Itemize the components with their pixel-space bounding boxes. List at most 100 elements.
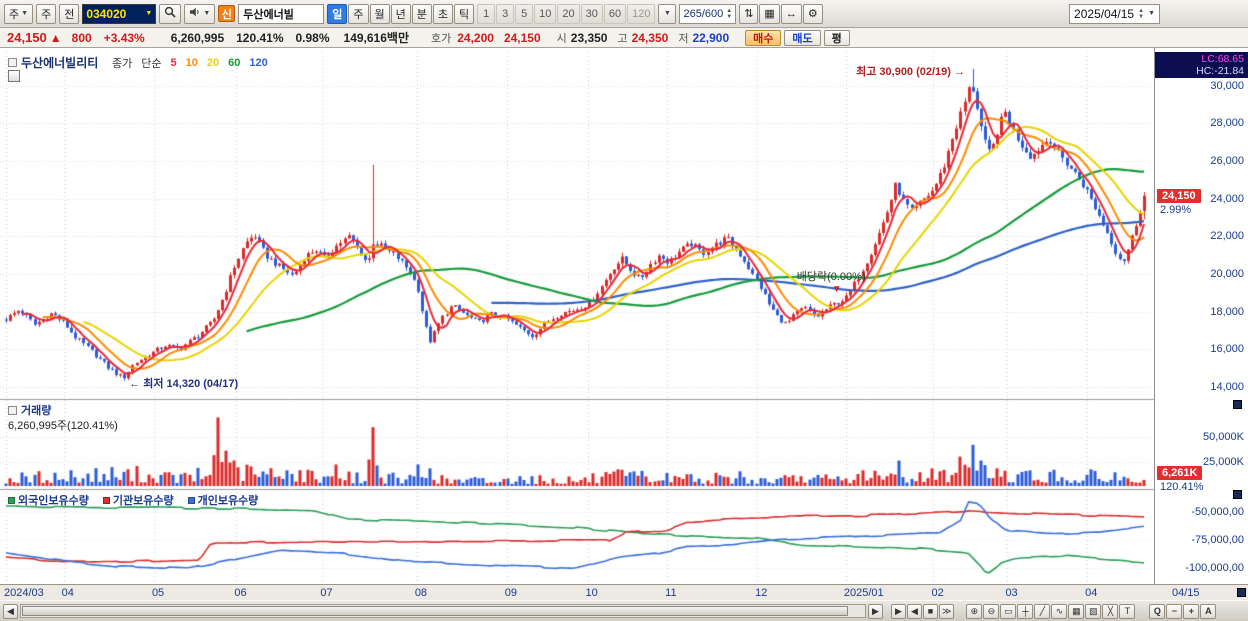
period-tab-주[interactable]: 주 [348,3,369,24]
month-label-05: 05 [151,587,165,599]
month-label-12: 12 [755,587,768,599]
alert-sound-button[interactable]: ▼ [184,3,216,24]
low-label: 저 [678,32,689,45]
grid-tool-icon[interactable]: ▦ [1068,603,1085,619]
month-label-03: 03 [1005,587,1018,599]
pane-icon[interactable] [8,405,17,415]
chevron-down-icon: ▼ [664,10,671,17]
stock-code-input[interactable]: 034020 ▼ [82,3,157,24]
interval-button-30[interactable]: 30 [580,3,603,24]
scroll-left-button[interactable]: ◀ [3,603,18,619]
period-tab-분[interactable]: 분 [411,3,432,24]
chart-settings-icon[interactable]: ⚙ [802,3,823,24]
spinner-icon[interactable]: ▲ ▼ [726,7,733,20]
holdings-pane-menu-button[interactable] [1233,490,1242,499]
open-price: 23,350 [570,30,608,45]
play-forward-button[interactable]: ▶ [891,603,906,619]
interval-button-5[interactable]: 5 [515,3,534,24]
low-price: 22,900 [692,30,730,45]
time-axis-menu-button[interactable] [1237,588,1246,597]
scroll-right-button[interactable]: ▶ [868,603,883,619]
interval-button-60[interactable]: 60 [603,3,627,24]
period-tab-일[interactable]: 일 [327,3,348,24]
buy-button[interactable]: 매수 [745,29,782,46]
interval-button-120[interactable]: 120 [627,3,656,24]
period-tab-년[interactable]: 년 [390,3,411,24]
zoom-minus-button[interactable]: − [1166,603,1183,619]
spinner-icon[interactable]: ▲ ▼ [1138,7,1145,20]
erase-tool-icon[interactable]: ╳ [1102,603,1119,619]
price-change: 800 [71,30,92,45]
fast-forward-button[interactable]: ≫ [939,603,955,619]
month-label-04: 04 [61,587,74,599]
avg-button[interactable]: 평 [823,29,850,46]
chart-scrollbar[interactable] [20,604,866,618]
holdings-legend: 외국인보유수량 기관보유수량 개인보유수량 [8,492,258,508]
price-tick-30000: 30,000 [1210,79,1244,92]
replay-controls: ▶ ◀ ■ ≫ [891,603,955,619]
crosshair-icon[interactable]: ┼ [1017,603,1034,619]
interval-dropdown[interactable]: ▼ [658,3,677,24]
sell-button[interactable]: 매도 [784,29,821,46]
zoom-plus-button[interactable]: + [1183,603,1200,619]
area-zoom-icon[interactable]: ▭ [1000,603,1017,619]
volume-value: 6,260,995 [170,30,225,45]
interval-button-10[interactable]: 10 [534,3,557,24]
zoom-in-icon[interactable]: ⊕ [966,603,983,619]
trendline-icon[interactable]: ╱ [1034,603,1051,619]
pattern-tool-icon[interactable]: ▧ [1085,603,1102,619]
interval-button-1[interactable]: 1 [477,3,496,24]
wave-tool-icon[interactable]: ∿ [1051,603,1068,619]
date-picker[interactable]: 2025/04/15 ▲ ▼ ▼ [1069,3,1160,24]
chevron-down-icon: ▼ [203,10,211,17]
month-label-04: 04 [1085,587,1098,599]
date-value: 2025/04/15 [1074,6,1135,21]
bid-price: 24,150 [503,30,541,45]
chevron-down-icon: ▼ [21,10,29,17]
chart-settings-icon[interactable] [8,70,20,82]
ma-20-legend: 20 [206,57,220,69]
week-button[interactable]: 주 [36,3,57,24]
annotation-ex-dividend: 배당락(0.00%) [796,270,866,283]
interval-button-20[interactable]: 20 [557,3,580,24]
price-tick-24000: 24,000 [1210,192,1244,205]
chart-kind-label: 주 [9,8,20,21]
volume-tick-25000: 25,000K [1203,455,1244,468]
price-axis-panel: LC:68.65 HC:-21.84 30,000 28,000 26,000 24,… [1154,48,1248,584]
period-tab-월[interactable]: 월 [369,3,390,24]
interval-button-3[interactable]: 3 [496,3,515,24]
period-tab-틱[interactable]: 틱 [454,3,475,24]
scrollbar-thumb[interactable] [22,606,848,616]
text-tool-icon[interactable]: T [1119,603,1136,619]
ma-10-legend: 10 [185,57,198,69]
volume-pane-menu-button[interactable] [1233,400,1242,409]
prev-button[interactable]: 전 [59,3,80,24]
volume-label: 거래량 [21,405,52,417]
annotation-high: 최고 30,900 (02/19) → [856,65,966,78]
high-label: 고 [617,32,628,45]
holdings-tick-1: -75,000,00 [1191,534,1244,547]
new-stock-badge: 신 [218,5,236,22]
quick-zoom-button[interactable]: Q [1149,603,1166,619]
chevron-down-icon: ▼ [145,10,153,17]
price-change-pct: +3.43% [103,30,145,45]
current-volume-badge: 6,261K [1157,466,1203,480]
fit-width-icon[interactable]: ↔ [780,3,802,24]
candle-count-field[interactable]: 265/600 ▲ ▼ [679,3,737,24]
pane-icon[interactable] [8,58,17,67]
zoom-out-icon[interactable]: ⊖ [983,603,1000,619]
search-button[interactable] [159,3,182,24]
multi-chart-icon[interactable]: ▦ [759,3,780,24]
auto-scale-button[interactable]: A [1200,603,1217,619]
open-label: 시 [556,32,567,45]
play-back-button[interactable]: ◀ [907,603,922,619]
chart-kind-combo[interactable]: 주 ▼ [4,3,34,24]
period-tab-초[interactable]: 초 [432,3,453,24]
stop-button[interactable]: ■ [923,603,938,619]
chart-canvas[interactable] [0,52,1154,584]
current-price-pct: 2.99% [1160,203,1192,216]
compare-chart-icon[interactable]: ⇅ [739,3,759,24]
legend-swatch-icon [102,496,110,504]
